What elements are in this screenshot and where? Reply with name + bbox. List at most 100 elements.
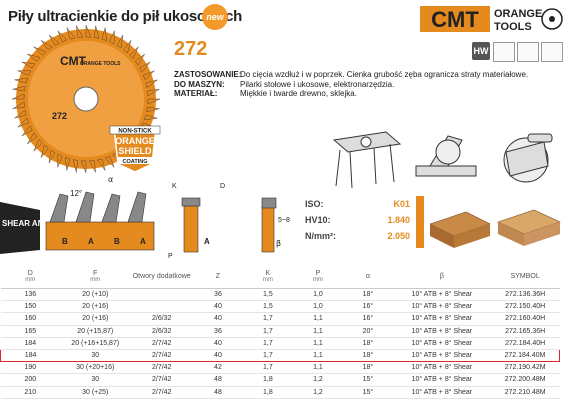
- blade-tooth: [27, 132, 38, 145]
- table-cell: 10° ATB + 8° Shear: [392, 312, 491, 326]
- table-cell: 10° ATB + 8° Shear: [392, 288, 491, 302]
- hw-badge: HW: [472, 42, 490, 60]
- blade-mini-icon: [493, 42, 515, 62]
- table-cell: 1,8: [242, 386, 293, 399]
- blade-tooth: [85, 24, 92, 38]
- solid-wood-icon: [429, 211, 491, 248]
- blade-tooth: [72, 159, 79, 173]
- orange-shield-badge: NON-STICK ORANGE SHIELD COATING: [109, 125, 161, 173]
- column-header: β: [392, 264, 491, 289]
- table-cell: 272.200.48M: [490, 373, 560, 387]
- table-cell: 20 (+15,87): [60, 325, 131, 338]
- table-cell: 15°: [342, 373, 393, 387]
- blade-tooth: [27, 53, 41, 62]
- table-cell: 1,7: [242, 337, 293, 350]
- blade-tooth: [11, 93, 25, 100]
- blade-code: 272: [52, 111, 67, 121]
- table-cell: 1,1: [292, 361, 343, 375]
- blade-tooth: [33, 46, 47, 56]
- range-label: 5~8: [278, 217, 290, 224]
- table-cell: 20°: [342, 325, 393, 338]
- blade-tooth: [48, 34, 60, 46]
- table-cell: [130, 300, 194, 314]
- table-cell: 272.184.40M: [490, 348, 560, 363]
- spec-row-material: MATERIAŁ: Miękkie i twarde drewno, sklejk…: [174, 89, 357, 98]
- table-cell: 30 (+20+16): [60, 361, 131, 375]
- table-cell: 272.210.48M: [490, 386, 560, 399]
- table-cell: 18°: [342, 337, 393, 350]
- table-row: 160 20 (+16) 2/6/32 40 1,7 1,1 16° 10° ATB + 8°…: [0, 312, 560, 326]
- svg-text:COATING: COATING: [123, 159, 148, 165]
- blade-sub: ORANGE TOOLS: [80, 61, 121, 67]
- alpha-label: α: [108, 176, 113, 184]
- table-cell: 10° ATB + 8° Shear: [392, 337, 491, 350]
- table-row: 150 20 (+16) 40 1,5 1,0 16° 10° ATB + 8° Shear…: [0, 300, 560, 314]
- blade-tooth: [21, 125, 33, 137]
- table-cell: 1,2: [292, 386, 343, 399]
- brand-name: CMT: [431, 7, 479, 32]
- iso-row: ISO: K01: [305, 199, 410, 209]
- blade-tooth: [40, 144, 49, 158]
- table-cell: 150: [0, 300, 61, 314]
- table-cell: 16°: [342, 312, 393, 326]
- table-row: 190 30 (+20+16) 2/7/42 42 1,7 1,1 18° 10° ATB +…: [0, 361, 560, 375]
- blade-tooth: [17, 70, 32, 76]
- table-cell: 10° ATB + 8° Shear: [392, 348, 491, 363]
- table-cell: 36: [193, 325, 243, 338]
- table-row: 165 20 (+15,87) 2/6/32 36 1,7 1,1 20° 10° ATB +…: [0, 325, 560, 338]
- blade-tooth: [116, 34, 124, 49]
- table-cell: [130, 288, 194, 302]
- table-cell: 2/7/42: [130, 386, 194, 399]
- column-header: SYMBOL: [490, 264, 560, 289]
- table-cell: 30: [60, 348, 131, 363]
- table-cell: 20 (+16): [60, 300, 131, 314]
- table-cell: 36: [193, 288, 243, 302]
- table-cell: 20 (+10): [60, 288, 131, 302]
- brand-line1: ORANGE: [494, 8, 542, 20]
- spec-row-application: ZASTOSOWANIE: Do cięcia wzdłuż i w poprze…: [174, 70, 529, 79]
- table-cell: 40: [193, 348, 243, 363]
- table-cell: 30: [60, 373, 131, 387]
- table-cell: 1,8: [242, 373, 293, 387]
- blade-tooth: [123, 40, 132, 54]
- table-cell: 40: [193, 300, 243, 314]
- blade-brand: CMT: [60, 54, 87, 68]
- blade-tooth: [14, 78, 28, 84]
- label-p: P: [168, 253, 173, 260]
- table-cell: 272.190.42M: [490, 361, 560, 375]
- product-specs: ZASTOSOWANIE: Do cięcia wzdłuż i w poprze…: [174, 70, 528, 99]
- svg-text:A: A: [140, 237, 146, 246]
- table-cell: 160: [0, 312, 61, 326]
- nmm-row: N/mm²: 2.050: [305, 231, 410, 241]
- blade-tooth: [21, 61, 36, 69]
- machine-illustrations: [332, 131, 553, 189]
- table-cell: 1,1: [292, 325, 343, 338]
- blade-tooth: [65, 157, 71, 171]
- rating-stars: [416, 196, 424, 248]
- table-cell: 1,7: [242, 312, 293, 326]
- table-cell: 10° ATB + 8° Shear: [392, 373, 491, 387]
- table-cell: 15°: [342, 386, 393, 399]
- page-title: Piły ultracienkie do pił ukosowych: [8, 8, 243, 25]
- table-cell: 1,7: [242, 325, 293, 338]
- table-cell: 272.165.36H: [490, 325, 560, 338]
- table-cell: 1,5: [242, 300, 293, 314]
- column-header: α: [342, 264, 393, 289]
- spec-row-machines: DO MASZYN: Pilarki stołowe i ukosowe, ele…: [174, 79, 395, 89]
- table-cell: 18°: [342, 288, 393, 302]
- table-cell: 272.136.36H: [490, 288, 560, 302]
- table-cell: 48: [193, 386, 243, 399]
- blade-tooth: [147, 89, 160, 97]
- blade-tooth: [109, 30, 115, 45]
- svg-text:A: A: [88, 237, 94, 246]
- table-row: 136 20 (+10) 36 1,5 1,0 18° 10° ATB + 8° Shear…: [0, 288, 560, 302]
- table-cell: 210: [0, 386, 61, 399]
- blade-tooth: [93, 25, 100, 39]
- table-cell: 1,7: [242, 361, 293, 375]
- table-cell: 2/7/42: [130, 348, 194, 363]
- table-cell: 42: [193, 361, 243, 375]
- blade-tooth: [88, 160, 96, 173]
